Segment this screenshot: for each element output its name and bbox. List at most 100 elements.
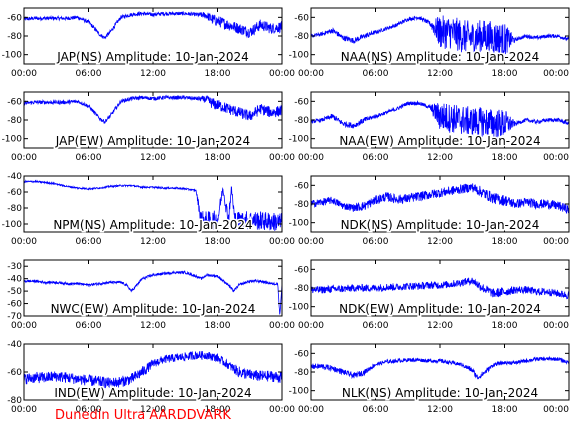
panel-9: -60 -80 -100 00:00 06:00 12:00 18:00 00:00 NLK(N… [289, 344, 570, 415]
x-tick-label: 06:00 [76, 153, 102, 163]
x-tick-label: 18:00 [492, 237, 518, 247]
x-tick-label: 00:00 [269, 321, 295, 331]
x-tick-label: 18:00 [205, 69, 231, 79]
x-tick-label: 00:00 [298, 237, 324, 247]
x-tick-label: 12:00 [140, 69, 166, 79]
amplitude-trace [24, 96, 282, 124]
x-tick-label: 00:00 [11, 153, 37, 163]
panel-title: JAP(NS) Amplitude: 10-Jan-2024 [56, 50, 249, 64]
x-tick-label: 00:00 [298, 405, 324, 415]
x-tick-label: 06:00 [363, 69, 389, 79]
x-tick-label: 00:00 [543, 69, 569, 79]
y-tick-label: -60 [294, 13, 309, 23]
panel-title: NDK(EW) Amplitude: 10-Jan-2024 [339, 302, 541, 316]
y-tick-label: -60 [7, 97, 22, 107]
panel-0: -60 -80 -100 00:00 06:00 12:00 18:00 00:00 JAP(N… [2, 8, 296, 79]
panel-title: NDK(NS) Amplitude: 10-Jan-2024 [341, 218, 540, 232]
y-tick-label: -100 [289, 387, 310, 397]
y-tick-label: -100 [289, 135, 310, 145]
y-tick-label: -80 [7, 116, 22, 126]
y-tick-label: -60 [7, 300, 22, 310]
x-tick-label: 06:00 [363, 237, 389, 247]
y-tick-label: -80 [294, 368, 309, 378]
x-tick-label: 18:00 [492, 321, 518, 331]
x-tick-label: 00:00 [269, 405, 295, 415]
x-tick-label: 12:00 [427, 153, 453, 163]
panel-title: NWC(EW) Amplitude: 10-Jan-2024 [51, 302, 256, 316]
amplitude-trace [311, 278, 569, 299]
y-tick-label: -40 [7, 172, 22, 182]
x-tick-label: 00:00 [298, 69, 324, 79]
y-tick-label: -100 [2, 135, 23, 145]
panel-4: -40 -60 -80 -100 00:00 06:00 12:00 18:00 00:00 NP… [2, 172, 296, 247]
x-tick-label: 00:00 [298, 321, 324, 331]
x-tick-label: 00:00 [543, 237, 569, 247]
y-tick-label: -40 [7, 275, 22, 285]
panel-title: NAA(NS) Amplitude: 10-Jan-2024 [341, 50, 540, 64]
y-tick-label: -80 [7, 32, 22, 42]
y-tick-label: -60 [7, 13, 22, 23]
y-tick-label: -100 [289, 219, 310, 229]
panel-title: NAA(EW) Amplitude: 10-Jan-2024 [339, 134, 540, 148]
x-tick-label: 00:00 [543, 405, 569, 415]
amplitude-trace [311, 357, 569, 379]
x-tick-label: 06:00 [363, 321, 389, 331]
x-tick-label: 18:00 [492, 405, 518, 415]
x-tick-label: 00:00 [298, 153, 324, 163]
x-tick-label: 12:00 [140, 237, 166, 247]
x-tick-label: 18:00 [205, 237, 231, 247]
y-tick-label: -100 [289, 51, 310, 61]
y-tick-label: -100 [289, 303, 310, 313]
x-tick-label: 00:00 [269, 69, 295, 79]
x-tick-label: 12:00 [140, 153, 166, 163]
station-label: Dunedin Ultra AARDDVARK [55, 408, 231, 423]
y-tick-label: -60 [294, 181, 309, 191]
x-tick-label: 00:00 [269, 153, 295, 163]
y-tick-label: -80 [294, 200, 309, 210]
x-tick-label: 12:00 [427, 321, 453, 331]
x-tick-label: 06:00 [363, 153, 389, 163]
x-tick-label: 06:00 [76, 69, 102, 79]
y-tick-label: -80 [7, 204, 22, 214]
x-tick-label: 00:00 [11, 69, 37, 79]
panel-title: IND(EW) Amplitude: 10-Jan-2024 [54, 386, 251, 400]
x-tick-label: 00:00 [543, 321, 569, 331]
y-tick-label: -60 [7, 368, 22, 378]
x-tick-label: 12:00 [140, 321, 166, 331]
amplitude-trace [24, 12, 282, 39]
x-tick-label: 18:00 [205, 153, 231, 163]
x-tick-label: 12:00 [427, 237, 453, 247]
amplitude-trace [311, 183, 569, 213]
x-tick-label: 18:00 [492, 69, 518, 79]
x-tick-label: 00:00 [11, 405, 37, 415]
x-tick-label: 00:00 [11, 321, 37, 331]
y-tick-label: -60 [294, 97, 309, 107]
y-tick-label: -60 [7, 188, 22, 198]
x-tick-label: 00:00 [543, 153, 569, 163]
x-tick-label: 00:00 [11, 237, 37, 247]
x-tick-label: 18:00 [205, 321, 231, 331]
y-tick-label: -50 [7, 287, 22, 297]
y-tick-label: -60 [294, 265, 309, 275]
panel-title: NLK(NS) Amplitude: 10-Jan-2024 [342, 386, 538, 400]
x-tick-label: 12:00 [427, 405, 453, 415]
x-tick-label: 00:00 [269, 237, 295, 247]
y-tick-label: -40 [7, 340, 22, 350]
x-tick-label: 06:00 [76, 237, 102, 247]
y-tick-label: -100 [2, 51, 23, 61]
y-tick-label: -100 [2, 220, 23, 230]
x-tick-label: 06:00 [76, 321, 102, 331]
x-tick-label: 12:00 [427, 69, 453, 79]
y-tick-label: -80 [294, 32, 309, 42]
amplitude-trace [311, 101, 569, 137]
y-tick-label: -80 [294, 284, 309, 294]
panel-8: -40-60-8000:00 06:00 12:00 18:00 00:00IND(EW… [7, 340, 295, 415]
panel-title: NPM(NS) Amplitude: 10-Jan-2024 [53, 218, 252, 232]
x-tick-label: 18:00 [492, 153, 518, 163]
